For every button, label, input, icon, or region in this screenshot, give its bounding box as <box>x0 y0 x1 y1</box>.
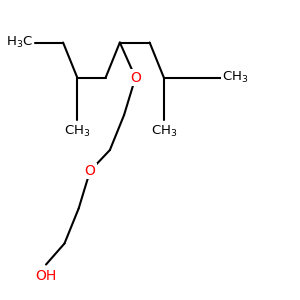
Text: CH$_3$: CH$_3$ <box>151 124 177 140</box>
Text: H$_3$C: H$_3$C <box>6 35 33 50</box>
Text: O: O <box>130 70 141 85</box>
Text: CH$_3$: CH$_3$ <box>222 70 248 85</box>
Text: O: O <box>85 164 95 178</box>
Text: CH$_3$: CH$_3$ <box>64 124 91 140</box>
Text: OH: OH <box>35 269 57 283</box>
